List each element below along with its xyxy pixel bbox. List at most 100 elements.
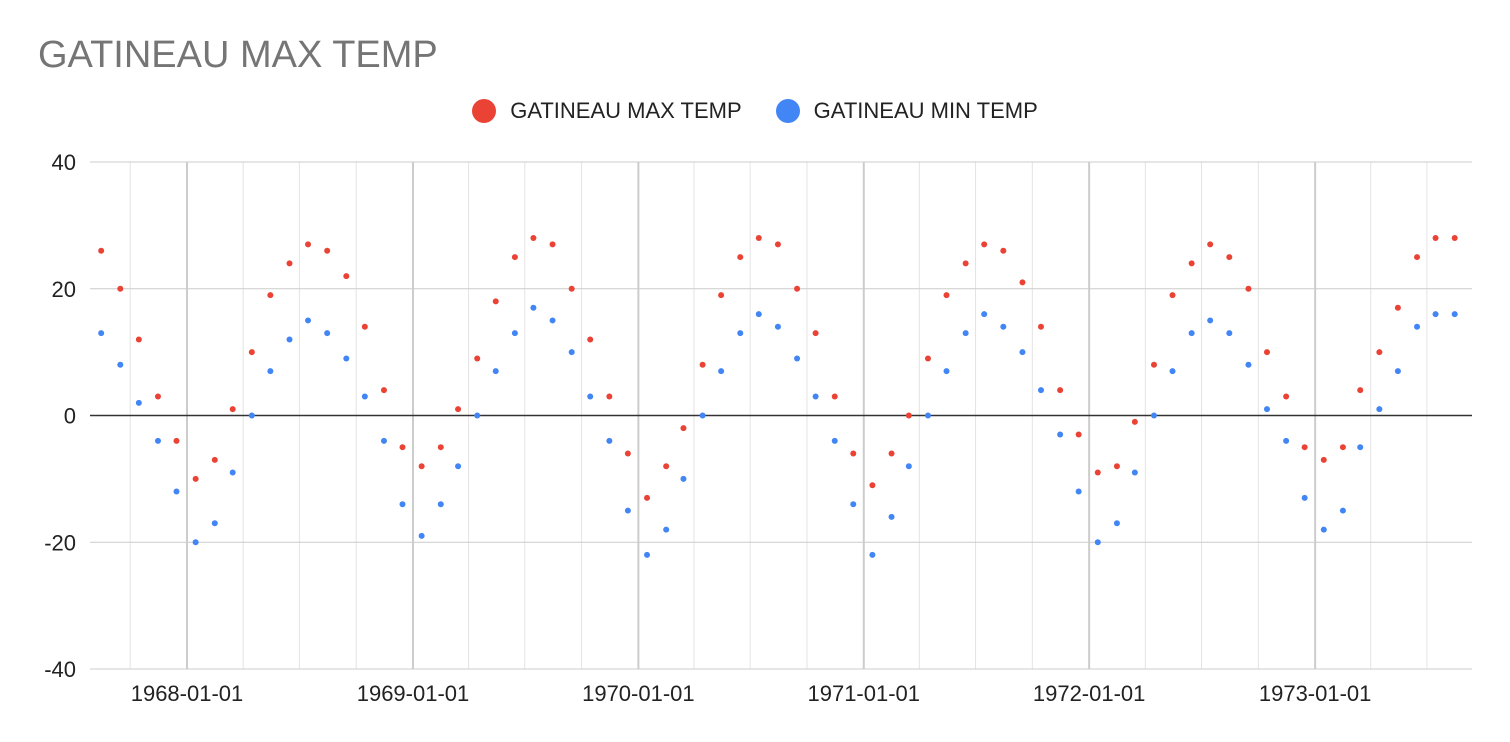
min-temp-point: [192, 539, 199, 546]
max-temp-point: [1320, 456, 1327, 463]
min-temp-point: [1320, 526, 1327, 533]
max-temp-point: [437, 444, 444, 451]
max-temp-point: [905, 412, 912, 419]
max-temp-point: [1263, 349, 1270, 356]
min-temp-point: [380, 437, 387, 444]
max-temp-point: [1000, 247, 1007, 254]
min-temp-point: [173, 488, 180, 495]
min-temp-point: [1283, 437, 1290, 444]
max-temp-point: [211, 456, 218, 463]
max-temp-point: [455, 406, 462, 413]
min-temp-point: [755, 311, 762, 318]
min-temp-point: [981, 311, 988, 318]
max-temp-point: [1451, 235, 1458, 242]
min-temp-point: [1131, 469, 1138, 476]
max-temp-point: [1432, 235, 1439, 242]
x-tick-label: 1971-01-01: [807, 681, 920, 706]
min-temp-point: [924, 412, 931, 419]
min-temp-point: [794, 355, 801, 362]
legend-marker-max: [472, 99, 497, 123]
max-temp-point: [1301, 444, 1308, 451]
min-temp-point: [680, 475, 687, 482]
min-temp-point: [455, 463, 462, 470]
max-temp-point: [587, 336, 594, 343]
min-temp-point: [1150, 412, 1157, 419]
max-temp-point: [888, 450, 895, 457]
max-temp-point: [1094, 469, 1101, 476]
max-temp-point: [324, 247, 331, 254]
min-temp-point: [1414, 323, 1421, 330]
max-temp-point: [511, 254, 518, 261]
max-temp-point: [248, 349, 255, 356]
max-temp-point: [624, 450, 631, 457]
min-temp-point: [699, 412, 706, 419]
max-temp-point: [173, 437, 180, 444]
max-temp-point: [492, 298, 499, 305]
max-temp-point: [774, 241, 781, 248]
max-temp-point: [380, 387, 387, 394]
legend-item-max[interactable]: GATINEAU MAX TEMP: [472, 98, 742, 124]
legend-item-min[interactable]: GATINEAU MIN TEMP: [775, 98, 1038, 124]
max-temp-point: [286, 260, 293, 267]
min-temp-point: [1245, 361, 1252, 368]
min-temp-point: [1188, 330, 1195, 337]
max-temp-point: [1113, 463, 1120, 470]
min-temp-point: [248, 412, 255, 419]
min-temp-point: [774, 323, 781, 330]
min-temp-point: [1301, 494, 1308, 501]
min-temp-point: [1075, 488, 1082, 495]
max-temp-point: [343, 273, 350, 280]
min-temp-point: [1113, 520, 1120, 527]
min-temp-point: [549, 317, 556, 324]
max-temp-point: [1131, 418, 1138, 425]
max-temp-point: [831, 393, 838, 400]
max-temp-point: [568, 285, 575, 292]
min-temp-point: [117, 361, 124, 368]
max-temp-point: [718, 292, 725, 299]
max-temp-point: [924, 355, 931, 362]
min-temp-point: [474, 412, 481, 419]
max-temp-point: [1037, 323, 1044, 330]
min-temp-point: [718, 368, 725, 375]
min-temp-point: [1339, 507, 1346, 514]
max-temp-point: [1226, 254, 1233, 261]
max-temp-point: [1245, 285, 1252, 292]
min-temp-point: [962, 330, 969, 337]
min-temp-point: [135, 399, 142, 406]
min-temp-point: [850, 501, 857, 508]
max-temp-point: [737, 254, 744, 261]
min-temp-point: [568, 349, 575, 356]
min-temp-point: [267, 368, 274, 375]
min-temp-point: [663, 526, 670, 533]
min-temp-point: [812, 393, 819, 400]
min-temp-point: [1263, 406, 1270, 413]
max-temp-point: [850, 450, 857, 457]
min-temp-point: [624, 507, 631, 514]
max-temp-point: [1019, 279, 1026, 286]
min-temp-point: [1169, 368, 1176, 375]
max-temp-point: [361, 323, 368, 330]
min-temp-point: [831, 437, 838, 444]
min-temp-point: [418, 532, 425, 539]
min-temp-point: [587, 393, 594, 400]
min-temp-point: [98, 330, 105, 337]
max-temp-point: [1150, 361, 1157, 368]
max-temp-point: [117, 285, 124, 292]
max-temp-point: [549, 241, 556, 248]
min-temp-point: [1094, 539, 1101, 546]
max-temp-point: [399, 444, 406, 451]
max-temp-point: [1414, 254, 1421, 261]
min-temp-point: [869, 551, 876, 558]
min-temp-point: [1019, 349, 1026, 356]
max-temp-point: [663, 463, 670, 470]
max-temp-point: [644, 494, 651, 501]
max-temp-point: [1376, 349, 1383, 356]
max-temp-point: [98, 247, 105, 254]
max-temp-point: [606, 393, 613, 400]
max-temp-point: [154, 393, 161, 400]
min-temp-point: [361, 393, 368, 400]
y-tick-label: -40: [44, 657, 76, 682]
max-temp-point: [699, 361, 706, 368]
min-temp-point: [286, 336, 293, 343]
min-temp-point: [324, 330, 331, 337]
